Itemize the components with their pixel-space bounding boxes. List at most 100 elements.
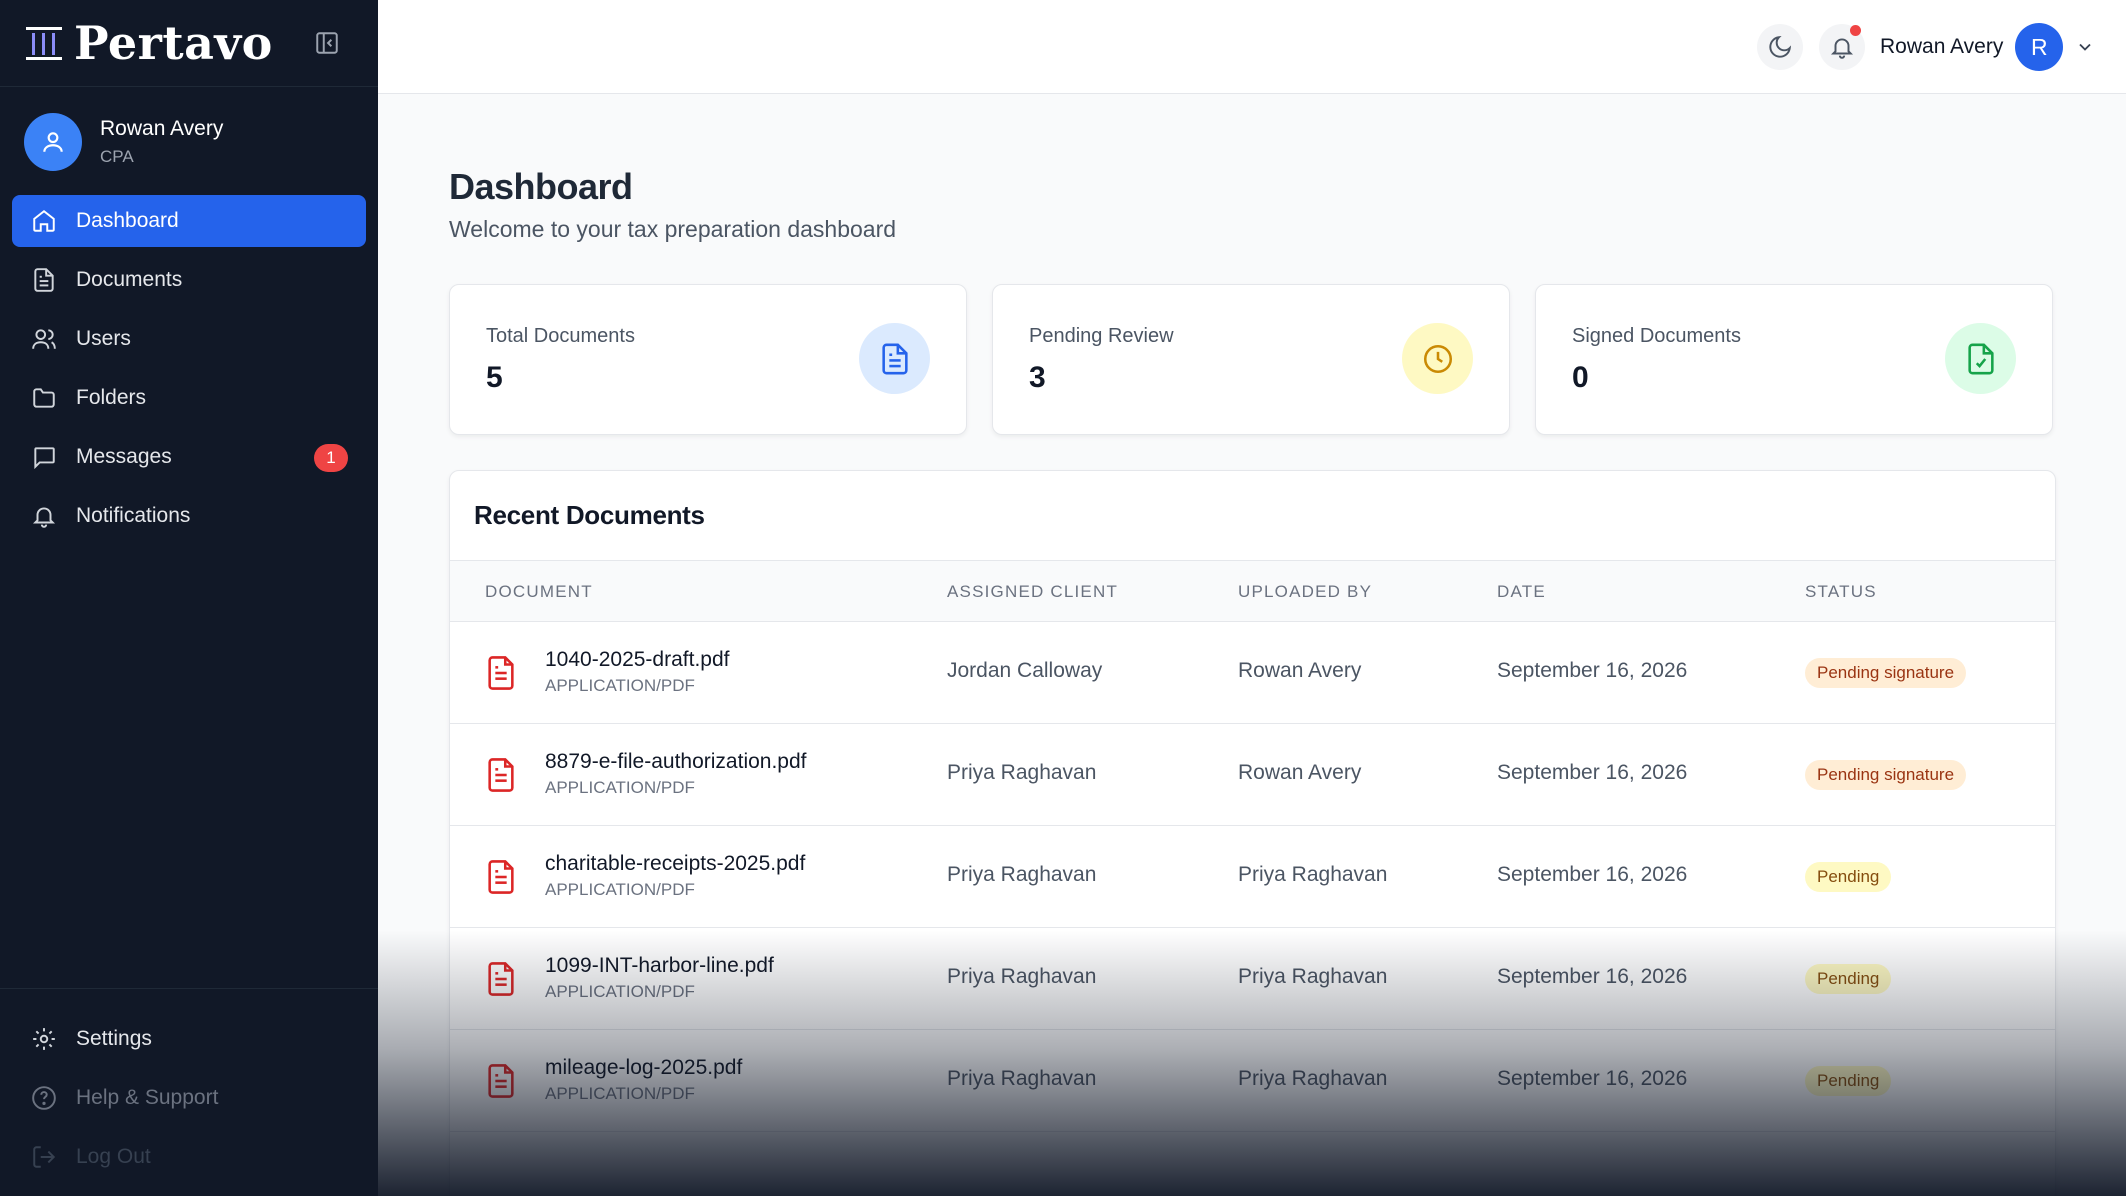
document-name[interactable]: 1040-2025-draft.pdf [545, 648, 730, 671]
avatar: R [2015, 23, 2064, 71]
sidebar-item-label: Help & Support [76, 1086, 219, 1109]
sidebar-footer-nav: Settings Help & Support Log Out [0, 988, 378, 1190]
sidebar: Pertavo Rowan Avery CPA Dashboard [0, 0, 378, 1196]
sidebar-item-label: Dashboard [76, 209, 179, 232]
main-content: Dashboard Welcome to your tax preparatio… [378, 94, 2126, 1196]
pdf-file-icon [488, 1064, 514, 1098]
home-icon [30, 207, 58, 235]
notifications-button[interactable] [1819, 24, 1865, 70]
assigned-client: Priya Raghavan [947, 965, 1097, 988]
assigned-client: Priya Raghavan [947, 761, 1097, 784]
sidebar-item-label: Log Out [76, 1145, 151, 1168]
uploaded-by: Rowan Avery [1238, 761, 1362, 784]
table-row[interactable]: 1040-2025-draft.pdf APPLICATION/PDF Jord… [450, 622, 2055, 724]
document-name[interactable]: charitable-receipts-2025.pdf [545, 852, 806, 875]
assigned-client: Priya Raghavan [947, 863, 1097, 886]
sidebar-item-label: Documents [76, 268, 183, 291]
table-row[interactable]: 8879-e-file-authorization.pdf APPLICATIO… [450, 724, 2055, 826]
page-title: Dashboard [449, 166, 633, 207]
sidebar-item-label: Notifications [76, 504, 191, 527]
pdf-file-icon [488, 656, 514, 690]
document-type: APPLICATION/PDF [545, 778, 695, 797]
table-row[interactable]: 1099-INT-harbor-line.pdf APPLICATION/PDF… [450, 928, 2055, 1030]
document-date: September 16, 2026 [1497, 761, 1688, 784]
pdf-file-icon [488, 758, 514, 792]
theme-toggle-button[interactable] [1757, 24, 1803, 70]
document-date: September 16, 2026 [1497, 1067, 1688, 1090]
pdf-file-icon [488, 860, 514, 894]
sidebar-collapse-icon [316, 32, 338, 54]
document-type: APPLICATION/PDF [545, 676, 695, 695]
brand-name: Pertavo [74, 16, 273, 70]
brand: Pertavo [0, 0, 378, 87]
user-menu[interactable]: Rowan Avery R [1880, 22, 2095, 72]
sidebar-item-notifications[interactable]: Notifications [12, 490, 366, 542]
document-type: APPLICATION/PDF [545, 982, 695, 1001]
folder-icon [30, 384, 58, 412]
clock-icon [1402, 323, 1473, 394]
messages-unread-badge: 1 [314, 444, 348, 472]
avatar [24, 113, 82, 171]
column-header-status: STATUS [1805, 582, 1877, 601]
uploaded-by: Priya Raghavan [1238, 863, 1388, 886]
stat-card-signed-documents: Signed Documents 0 [1535, 284, 2053, 435]
sidebar-item-label: Messages [76, 445, 172, 468]
help-icon [30, 1084, 58, 1112]
uploaded-by: Priya Raghavan [1238, 965, 1388, 988]
stat-label: Total Documents [486, 325, 635, 347]
sidebar-nav: Dashboard Documents Users Folders Messag… [0, 195, 378, 542]
column-header-client: ASSIGNED CLIENT [947, 582, 1119, 601]
status-badge: Pending [1805, 964, 1892, 994]
collapse-sidebar-button[interactable] [312, 28, 342, 58]
column-header-document: DOCUMENT [485, 582, 593, 601]
document-name[interactable]: 1099-INT-harbor-line.pdf [545, 954, 774, 977]
table-row[interactable]: charitable-receipts-2025.pdf APPLICATION… [450, 826, 2055, 928]
moon-icon [1769, 35, 1792, 58]
uploaded-by: Rowan Avery [1238, 659, 1362, 682]
document-name[interactable]: mileage-log-2025.pdf [545, 1056, 743, 1079]
users-icon [30, 325, 58, 353]
document-date: September 16, 2026 [1497, 659, 1688, 682]
sidebar-profile: Rowan Avery CPA [0, 87, 378, 197]
recent-documents-title: Recent Documents [450, 471, 2055, 561]
page-subtitle: Welcome to your tax preparation dashboar… [449, 216, 897, 242]
document-type: APPLICATION/PDF [545, 880, 695, 899]
columns-logo-icon [26, 27, 62, 60]
bell-icon [30, 502, 58, 530]
document-type: APPLICATION/PDF [545, 1084, 695, 1103]
pdf-file-icon [488, 962, 514, 996]
document-icon [859, 323, 930, 394]
stat-label: Pending Review [1029, 325, 1174, 347]
document-name[interactable]: 8879-e-file-authorization.pdf [545, 750, 807, 773]
sidebar-item-help[interactable]: Help & Support [12, 1072, 366, 1124]
table-header: DOCUMENT ASSIGNED CLIENT UPLOADED BY DAT… [450, 561, 2055, 622]
stat-value: 3 [1029, 361, 1046, 394]
sidebar-item-label: Folders [76, 386, 147, 409]
document-date: September 16, 2026 [1497, 863, 1688, 886]
sidebar-item-messages[interactable]: Messages 1 [12, 431, 366, 483]
sidebar-item-folders[interactable]: Folders [12, 372, 366, 424]
header-user-name: Rowan Avery [1880, 35, 2004, 58]
status-badge: Pending signature [1805, 658, 1967, 688]
column-header-uploaded-by: UPLOADED BY [1238, 582, 1373, 601]
assigned-client: Priya Raghavan [947, 1067, 1097, 1090]
logout-icon [30, 1143, 58, 1171]
top-header: Rowan Avery R [378, 0, 2126, 94]
sidebar-item-documents[interactable]: Documents [12, 254, 366, 306]
stat-value: 5 [486, 361, 503, 394]
sidebar-item-settings[interactable]: Settings [12, 1013, 366, 1065]
bell-icon [1830, 38, 1854, 59]
recent-documents-card: Recent Documents DOCUMENT ASSIGNED CLIEN… [449, 470, 2056, 1196]
sidebar-item-logout[interactable]: Log Out [12, 1131, 366, 1183]
sidebar-item-label: Users [76, 327, 131, 350]
sidebar-item-users[interactable]: Users [12, 313, 366, 365]
profile-name: Rowan Avery [100, 117, 224, 140]
status-badge: Pending signature [1805, 760, 1967, 790]
column-header-date: DATE [1497, 582, 1546, 601]
document-check-icon [1945, 323, 2016, 394]
table-row[interactable]: mileage-log-2025.pdf APPLICATION/PDF Pri… [450, 1030, 2055, 1132]
status-badge: Pending [1805, 862, 1892, 892]
document-date: September 16, 2026 [1497, 965, 1688, 988]
stat-label: Signed Documents [1572, 325, 1741, 347]
sidebar-item-dashboard[interactable]: Dashboard [12, 195, 366, 247]
